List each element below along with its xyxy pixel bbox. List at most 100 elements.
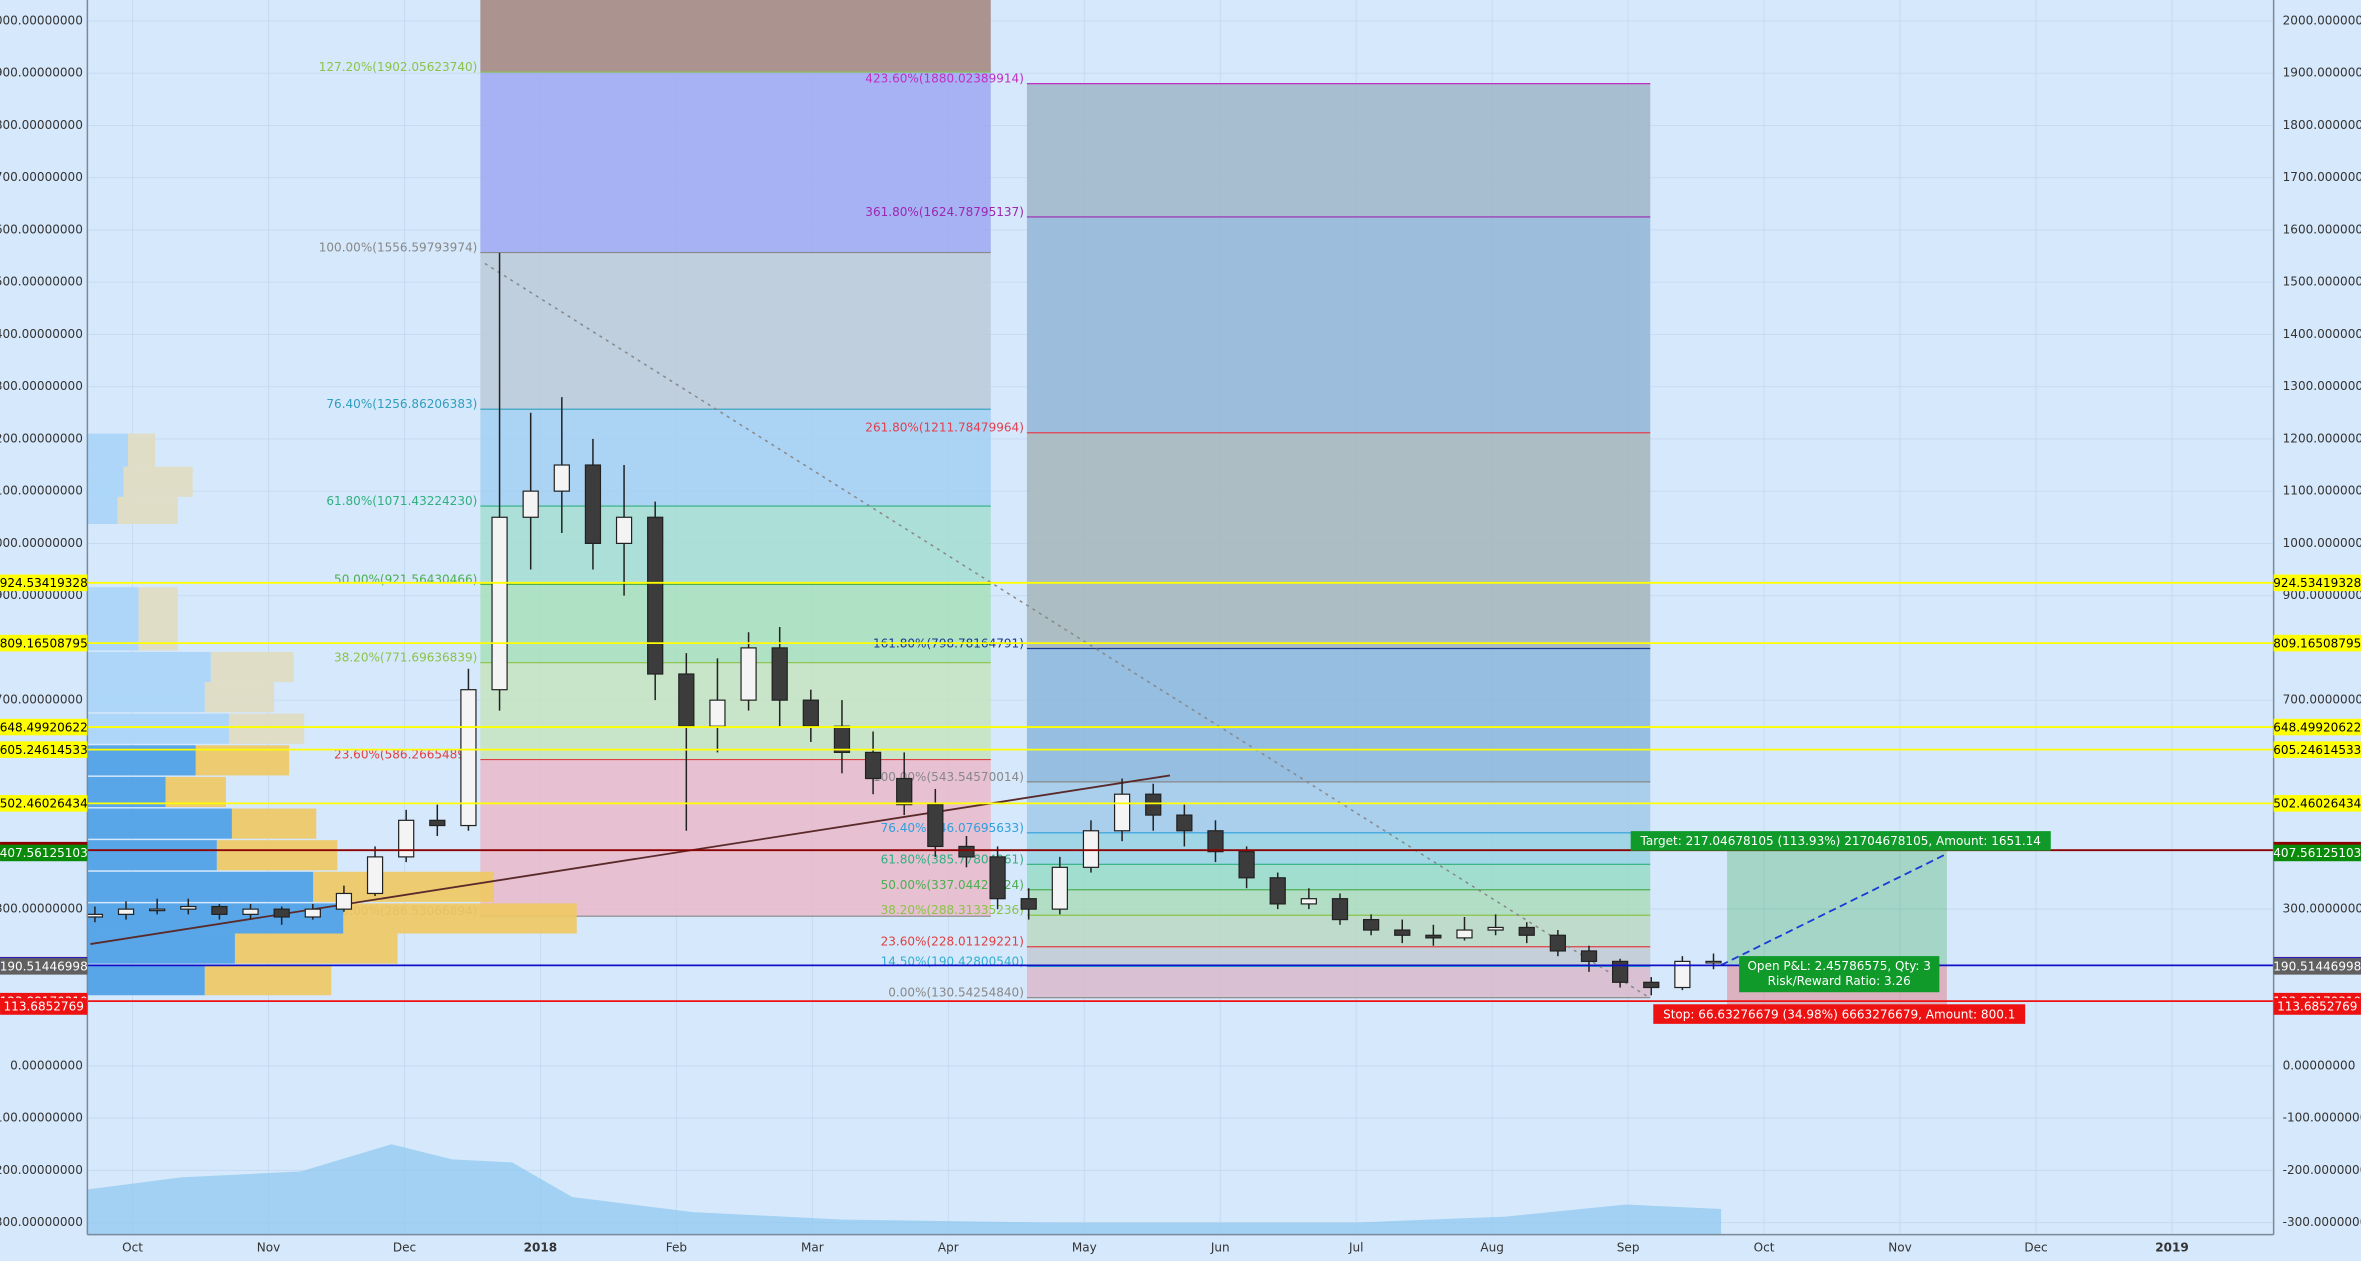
y-tick-label: -200.00000000 <box>2283 1163 2361 1177</box>
x-tick-label: 2019 <box>2155 1241 2189 1255</box>
price-label-bg <box>2273 844 2361 862</box>
fib-band <box>1026 946 1651 967</box>
fib-layer: 127.20%(1902.05623740) 100.00%(1556.59793… <box>319 0 1651 1000</box>
profile-bar <box>234 933 398 964</box>
y-tick-label: 1400.00000000 <box>0 327 83 341</box>
profile-bar <box>87 466 124 497</box>
candle-body <box>1082 830 1100 868</box>
candle-body <box>366 856 384 895</box>
fib-band <box>1026 648 1651 782</box>
y-tick-label: 1400.00000000 <box>2283 327 2361 341</box>
candle-body <box>398 819 415 858</box>
candle-body <box>1020 898 1037 910</box>
y-tick-label: 0.00000000 <box>10 1058 83 1072</box>
fib-band <box>1026 915 1651 947</box>
price-label-bg <box>2273 718 2361 736</box>
fib-label: 23.60%(228.01129221) <box>881 935 1024 949</box>
fib-band <box>1026 216 1651 433</box>
candle-body <box>1394 929 1411 936</box>
candle-body <box>242 908 259 915</box>
x-tick-label: Dec <box>393 1241 416 1255</box>
volume-area <box>87 1144 1722 1235</box>
profile-bar <box>87 651 211 683</box>
candle-body <box>1207 830 1224 853</box>
x-tick-label: Nov <box>257 1241 280 1255</box>
candle-body <box>584 464 602 544</box>
position-label: Target: 217.04678105 (113.93%) 217046781… <box>1640 834 2041 848</box>
y-tick-label: 1600.00000000 <box>0 222 83 236</box>
fib-band <box>1026 781 1651 833</box>
price-label: 924.53419328 <box>2273 576 2361 590</box>
profile-bar <box>87 808 232 839</box>
price-label-bg <box>0 741 88 758</box>
fib-band <box>1026 832 1651 865</box>
fib-label: 38.20%(288.31335236) <box>881 903 1024 917</box>
fib-label: 100.00%(1556.59793974) <box>319 241 478 255</box>
fib-label: 50.00%(337.04422824) <box>881 878 1024 892</box>
candle-body <box>522 490 539 518</box>
profile-bar <box>87 496 118 524</box>
fib-label: 361.80%(1624.78795137) <box>865 205 1024 219</box>
price-label: 113.6852769 <box>4 1000 84 1014</box>
profile-bar <box>165 776 226 808</box>
price-label-bg <box>0 718 88 736</box>
price-label-bg <box>2273 795 2361 812</box>
y-tick-label: 1700.00000000 <box>0 170 83 184</box>
candle-body <box>1611 960 1629 983</box>
candle-body <box>460 689 477 827</box>
x-tick-label: Oct <box>122 1241 143 1255</box>
y-tick-label: -200.00000000 <box>0 1163 83 1177</box>
price-label: 502.46026434 <box>2273 797 2361 811</box>
y-tick-label: 1100.00000000 <box>2283 484 2361 498</box>
candle-body <box>1549 934 1567 952</box>
candles <box>86 252 1722 996</box>
y-tick-label: 1600.00000000 <box>2283 222 2361 236</box>
fib-label: 127.20%(1902.05623740) <box>319 60 478 74</box>
profit-zone <box>1727 850 1947 966</box>
fib-band <box>480 72 991 253</box>
fib-label: 61.80%(1071.43224230) <box>326 494 477 508</box>
profile-bar <box>87 776 166 808</box>
y-tick-label: -100.00000000 <box>0 1111 83 1125</box>
price-label-bg <box>2273 634 2361 652</box>
candle-body <box>1113 793 1131 832</box>
y-tick-label: -100.00000000 <box>2283 1111 2361 1125</box>
fib-label: 261.80%(1211.78479964) <box>865 421 1024 435</box>
profile-bar <box>87 713 229 744</box>
candle-body <box>1425 934 1442 939</box>
price-label-bg <box>0 634 88 652</box>
candle-body <box>615 516 633 544</box>
fib-label: 0.00%(130.54254840) <box>888 986 1024 1000</box>
candle-body <box>335 892 353 910</box>
y-tick-label: 1700.00000000 <box>2283 170 2361 184</box>
candle-body <box>678 673 695 727</box>
profile-bar <box>210 651 294 683</box>
fib-band <box>480 662 991 760</box>
position-label-bg <box>1630 831 2051 851</box>
profile-bar <box>216 840 338 871</box>
profile-bar <box>204 965 332 996</box>
candle-body <box>1362 918 1380 931</box>
candle-body <box>1269 877 1286 905</box>
profile-bar <box>204 682 275 713</box>
y-tick-label: 1200.00000000 <box>2283 431 2361 445</box>
candle-body <box>1300 898 1317 905</box>
x-tick-label: Mar <box>801 1241 824 1255</box>
fib-label: 423.60%(1880.02389914) <box>865 72 1024 86</box>
fib-label: 61.80%(385.77804961) <box>881 852 1024 866</box>
x-tick-label: Jul <box>1348 1241 1364 1255</box>
candle-body <box>1051 866 1068 910</box>
x-tick-label: Aug <box>1480 1241 1504 1255</box>
y-tick-label: 1900.00000000 <box>0 66 83 80</box>
profile-bar <box>343 903 577 934</box>
fib-band <box>480 506 991 585</box>
price-label: 809.16508795 <box>0 636 88 650</box>
candle-body <box>491 516 508 691</box>
candle-body <box>117 908 135 915</box>
candle-body <box>1705 960 1722 964</box>
price-label-bg <box>2273 958 2361 975</box>
candle-body <box>1643 981 1660 989</box>
price-label-bg <box>2273 741 2361 758</box>
profile-bar <box>138 587 178 651</box>
profile-bar <box>87 840 217 871</box>
